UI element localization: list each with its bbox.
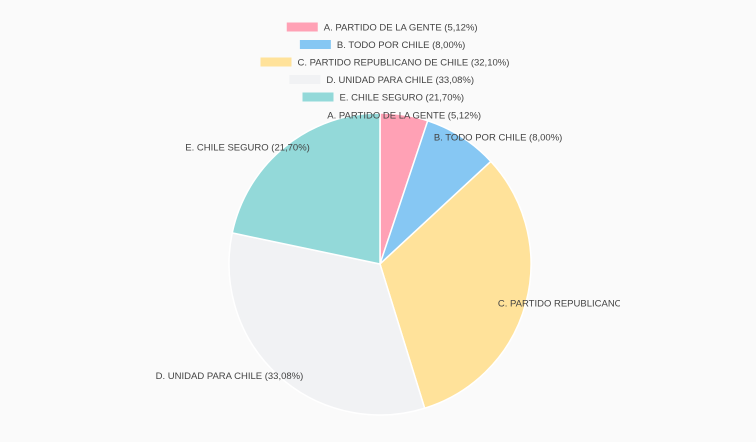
slice-label: A. PARTIDO DE LA GENTE (5,12%) [327,110,481,121]
legend-item[interactable]: B. TODO POR CHILE (8,00%) [299,40,465,51]
legend-label: A. PARTIDO DE LA GENTE (5,12%) [324,23,478,34]
pie-slice[interactable] [379,160,532,410]
legend-label: B. TODO POR CHILE (8,00%) [337,40,465,51]
legend-swatch [289,75,321,84]
legend: A. PARTIDO DE LA GENTE (5,12%) B. TODO PO… [260,22,510,104]
pie-slice-labels: A. PARTIDO DE LA GENTE (5,12%) B. TODO PO… [156,110,710,382]
slice-label: E. CHILE SEGURO (21,70%) [185,142,310,153]
legend-swatch [302,92,334,102]
legend-swatch [286,22,318,32]
legend-label: E. CHILE SEGURO (21,70%) [340,93,465,104]
legend-label: D. UNIDAD PARA CHILE (33,08%) [326,75,474,86]
legend-label: C. PARTIDO REPUBLICANO DE CHILE (32,10%) [298,58,510,69]
legend-swatch [299,40,331,49]
pie-slice[interactable] [231,112,381,265]
legend-item[interactable]: E. CHILE SEGURO (21,70%) [302,92,465,104]
legend-item[interactable]: C. PARTIDO REPUBLICANO DE CHILE (32,10%) [260,57,510,69]
legend-swatch [260,57,292,67]
legend-item[interactable]: A. PARTIDO DE LA GENTE (5,12%) [286,22,478,34]
slice-label: D. UNIDAD PARA CHILE (33,08%) [156,371,304,382]
pie-slice[interactable] [228,232,426,416]
pie-slices [228,112,532,416]
slice-label: B. TODO POR CHILE (8,00%) [434,133,562,144]
slice-label: C. PARTIDO REPUBLICANO DE CHILE (32,10%) [498,299,710,310]
legend-item[interactable]: D. UNIDAD PARA CHILE (33,08%) [289,75,474,86]
